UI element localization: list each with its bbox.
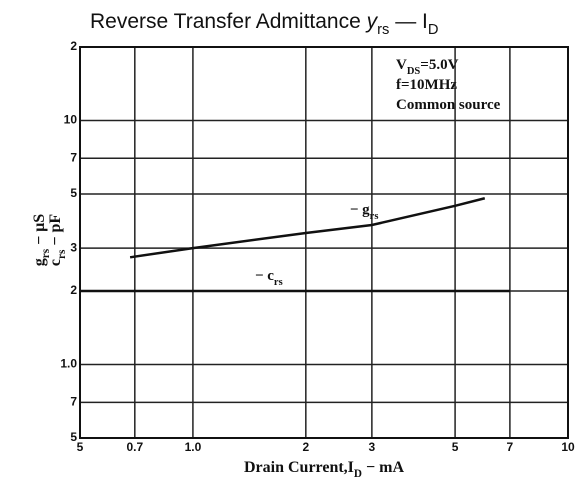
text-part: − mA <box>362 459 404 476</box>
x-tick-label: 5 <box>77 440 84 454</box>
text-part: − μS <box>31 214 48 249</box>
y-tick-label: 10 <box>64 113 78 127</box>
y-tick-label: 1.0 <box>60 357 77 371</box>
y-tick-label: 5 <box>70 430 77 444</box>
text-part: rs <box>274 277 283 288</box>
text-part: − pF <box>47 214 64 250</box>
text-part: − g <box>350 202 370 218</box>
chart-title: Reverse Transfer Admittance yrs — ID <box>90 10 439 38</box>
y-tick-label: 2 <box>70 283 77 297</box>
series-label: − grs <box>350 202 379 221</box>
y-tick-label: 7 <box>70 150 77 164</box>
text-part: V <box>396 57 407 73</box>
annotation: VDS=5.0V <box>396 57 459 76</box>
text-part: — I <box>389 10 428 33</box>
y-tick-label: 5 <box>70 186 77 200</box>
x-tick-label: 10 <box>561 440 575 454</box>
annotation: f=10MHz <box>396 77 457 93</box>
text-part: Common source <box>396 97 501 113</box>
x-tick-label: 7 <box>507 440 514 454</box>
text-part: y <box>365 10 379 33</box>
y-tick-label: 3 <box>70 240 77 254</box>
series-label: − crs <box>255 268 283 287</box>
x-tick-label: 3 <box>369 440 376 454</box>
text-part: rs <box>40 248 52 258</box>
y-tick-label: 2 <box>70 39 77 53</box>
plot-frame <box>79 46 569 439</box>
text-part: f=10MHz <box>396 77 457 93</box>
annotation: Common source <box>396 97 501 113</box>
text-part: rs <box>377 22 389 38</box>
y-axis-label: grs − μS <box>31 214 52 267</box>
text-part: g <box>31 258 48 266</box>
text-part: Reverse Transfer Admittance <box>90 10 367 33</box>
text-part: − c <box>255 268 274 284</box>
text-part: DS <box>407 66 421 77</box>
y-tick-label: 7 <box>70 395 77 409</box>
text-part: rs <box>370 211 379 222</box>
text-part: rs <box>56 249 68 259</box>
text-part: c <box>47 259 64 266</box>
text-part: =5.0V <box>420 57 458 73</box>
x-tick-label: 1.0 <box>185 440 202 454</box>
line <box>129 197 486 259</box>
x-tick-label: 2 <box>302 440 309 454</box>
y-axis-label: crs − pF <box>47 214 68 266</box>
x-axis-label: Drain Current,ID − mA <box>244 459 404 480</box>
x-tick-label: 5 <box>452 440 459 454</box>
text-part: D <box>354 468 362 480</box>
x-tick-label: 0.7 <box>126 440 143 454</box>
text-part: D <box>428 22 439 38</box>
text-part: Drain Current,I <box>244 459 354 476</box>
